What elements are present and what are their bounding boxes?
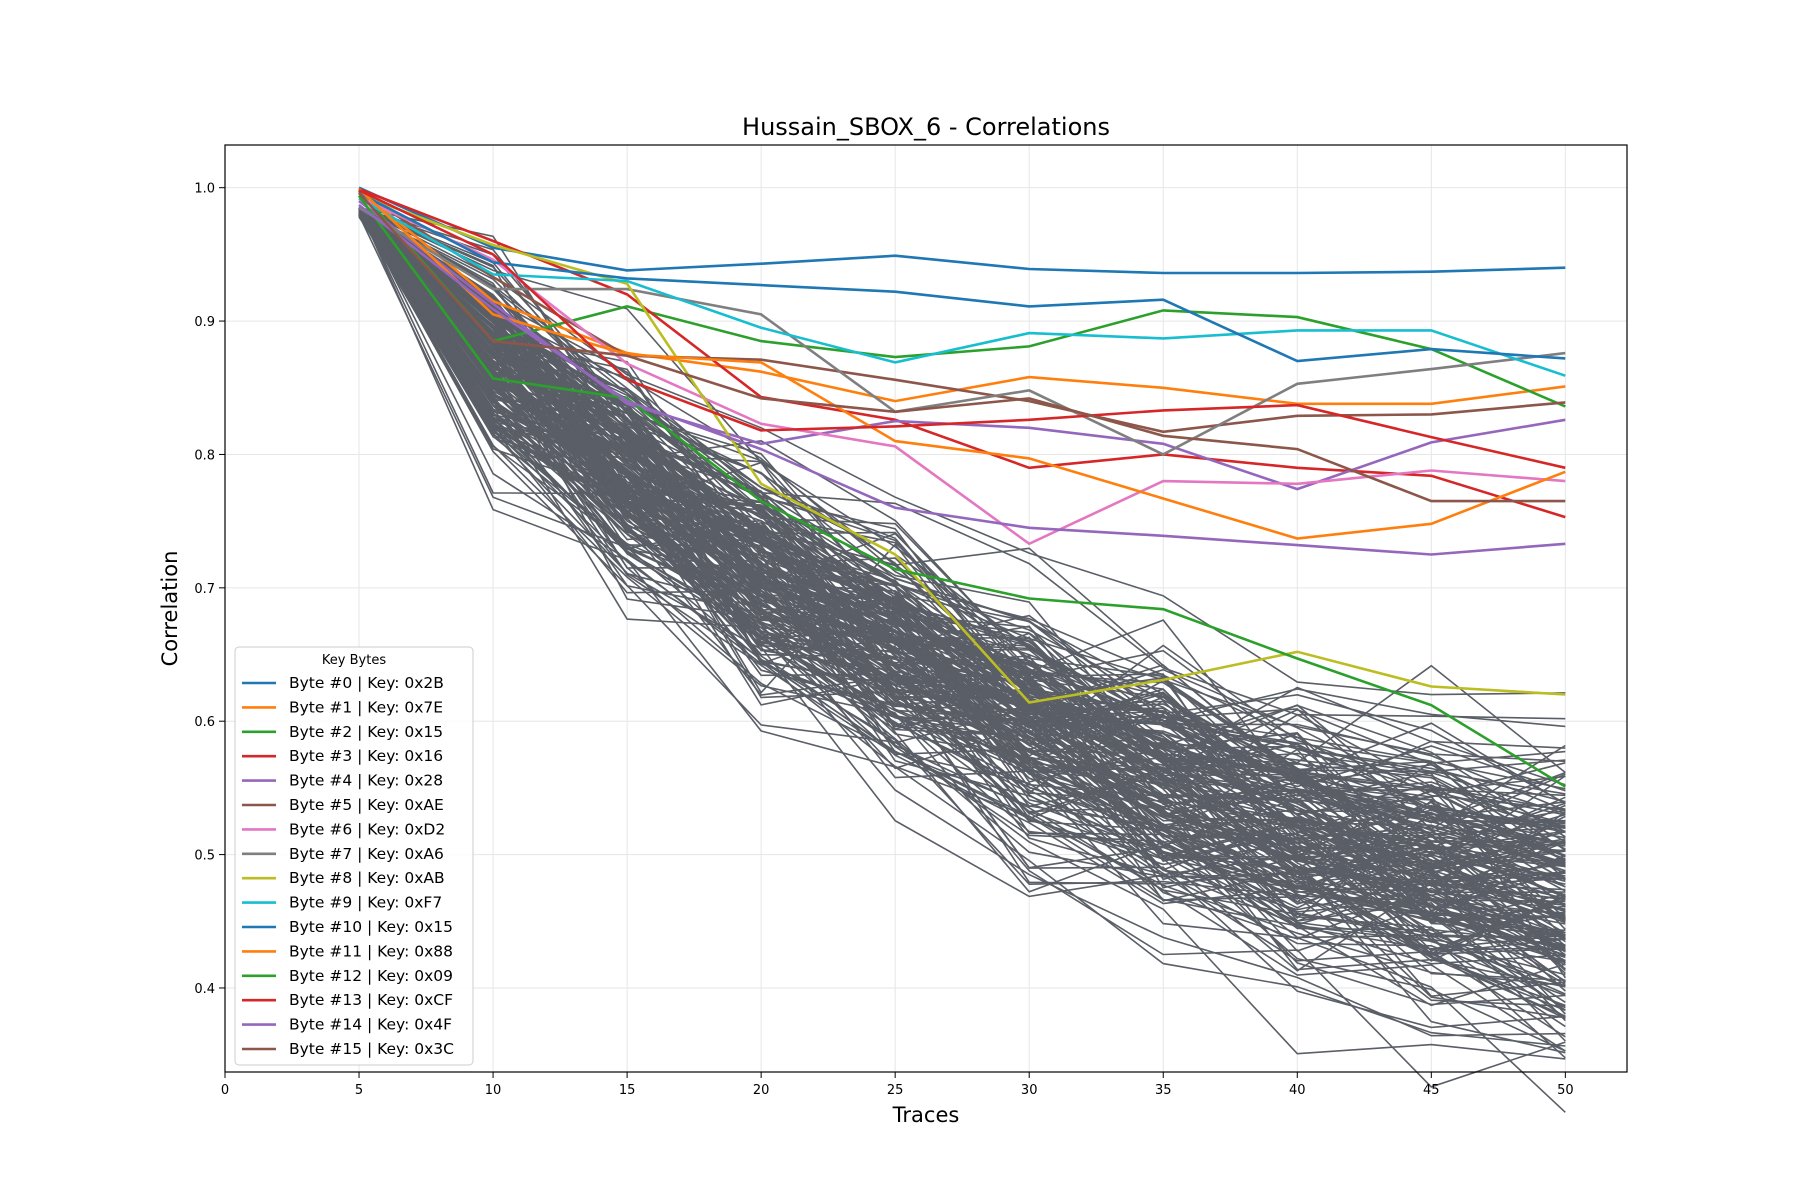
x-tick-label: 30 bbox=[1021, 1083, 1038, 1098]
background-series-line bbox=[358, 206, 1566, 696]
background-series-line bbox=[358, 214, 1566, 981]
background-series-line bbox=[358, 207, 1566, 937]
legend-label-byte-14: Byte #14 | Key: 0x4F bbox=[289, 1016, 452, 1034]
background-series-line bbox=[358, 207, 1566, 922]
y-tick-label: 0.6 bbox=[194, 715, 215, 730]
x-tick-label: 35 bbox=[1155, 1083, 1172, 1098]
background-series-line bbox=[358, 208, 1566, 880]
x-tick-label: 20 bbox=[753, 1083, 770, 1098]
legend-label-byte-12: Byte #12 | Key: 0x09 bbox=[289, 967, 453, 985]
legend-label-byte-10: Byte #10 | Key: 0x15 bbox=[289, 918, 453, 936]
legend-title: Key Bytes bbox=[322, 653, 386, 668]
legend-label-byte-11: Byte #11 | Key: 0x88 bbox=[289, 942, 453, 960]
background-series-line bbox=[358, 207, 1566, 962]
background-series-line bbox=[358, 207, 1566, 797]
series-line-byte-8 bbox=[358, 193, 1566, 704]
background-series-line bbox=[358, 207, 1566, 883]
background-series-line bbox=[358, 208, 1566, 763]
background-series-line bbox=[358, 207, 1566, 957]
background-series-line bbox=[358, 214, 1566, 939]
legend-box bbox=[234, 646, 474, 1066]
x-tick-label: 0 bbox=[221, 1083, 229, 1098]
legend-label-byte-1: Byte #1 | Key: 0x7E bbox=[289, 698, 443, 716]
series-line-byte-14 bbox=[358, 203, 1566, 556]
series-line-byte-3 bbox=[358, 187, 1566, 519]
legend: Key Bytes Byte #0 | Key: 0x2B Byte #1 | Ke… bbox=[234, 646, 474, 1066]
series-line-byte-13 bbox=[358, 189, 1566, 470]
series-line-byte-1 bbox=[358, 188, 1566, 406]
legend-label-byte-2: Byte #2 | Key: 0x15 bbox=[289, 723, 443, 741]
series-line-byte-15 bbox=[358, 192, 1566, 503]
series-line-byte-2 bbox=[358, 189, 1566, 408]
series-line-byte-10 bbox=[358, 191, 1566, 363]
background-series-line bbox=[358, 207, 1566, 1007]
legend-label-byte-0: Byte #0 | Key: 0x2B bbox=[289, 674, 444, 692]
legend-label-byte-13: Byte #13 | Key: 0xCF bbox=[289, 991, 453, 1009]
background-series-line bbox=[358, 213, 1566, 869]
background-series-line bbox=[358, 208, 1566, 764]
series-line-byte-12 bbox=[357, 194, 1566, 788]
series-line-byte-9 bbox=[358, 197, 1566, 377]
legend-label-byte-5: Byte #5 | Key: 0xAE bbox=[289, 796, 444, 814]
chart-title: Hussain_SBOX_6 - Correlations bbox=[742, 113, 1110, 141]
y-tick-label: 0.8 bbox=[194, 448, 215, 463]
axes: 0 5 10 15 20 25 30 35 40 45 50 0.4 0.5 0.6 0.7 0.8 0.9 1.… bbox=[194, 144, 1628, 1098]
background-series-line bbox=[358, 207, 1566, 986]
background-series-line bbox=[358, 207, 1566, 868]
legend-label-byte-6: Byte #6 | Key: 0xD2 bbox=[289, 820, 445, 838]
legend-label-byte-15: Byte #15 | Key: 0x3C bbox=[289, 1040, 454, 1058]
background-series-line bbox=[358, 207, 1566, 1113]
background-series-line bbox=[358, 207, 1566, 918]
x-tick-label: 25 bbox=[887, 1083, 904, 1098]
background-series-line bbox=[358, 207, 1566, 865]
legend-label-byte-4: Byte #4 | Key: 0x28 bbox=[289, 772, 443, 790]
y-tick-label: 0.7 bbox=[194, 582, 215, 597]
background-series-line bbox=[358, 207, 1566, 921]
background-series-line bbox=[358, 216, 1566, 951]
legend-label-byte-8: Byte #8 | Key: 0xAB bbox=[289, 869, 445, 887]
background-series-line bbox=[358, 207, 1566, 905]
series-line-byte-6 bbox=[358, 195, 1566, 546]
background-series-line bbox=[358, 207, 1566, 864]
y-tick-label: 0.9 bbox=[194, 315, 215, 330]
x-tick-label: 45 bbox=[1423, 1083, 1440, 1098]
background-series-line bbox=[358, 207, 1566, 943]
x-tick-label: 15 bbox=[619, 1083, 636, 1098]
x-tick-label: 10 bbox=[485, 1083, 502, 1098]
x-tick-label: 5 bbox=[355, 1083, 363, 1098]
plot-frame bbox=[224, 144, 1628, 1073]
y-tick-label: 1.0 bbox=[194, 182, 215, 197]
legend-label-byte-3: Byte #3 | Key: 0x16 bbox=[289, 747, 443, 765]
y-tick-label: 0.4 bbox=[194, 982, 215, 997]
background-series-line bbox=[358, 215, 1566, 952]
background-series-line bbox=[358, 206, 1566, 720]
x-tick-label: 50 bbox=[1557, 1083, 1574, 1098]
series-line-byte-0 bbox=[358, 186, 1566, 275]
background-series-group bbox=[358, 206, 1566, 1113]
y-tick-label: 0.5 bbox=[194, 849, 215, 864]
background-series-line bbox=[358, 207, 1566, 879]
series-line-byte-11 bbox=[358, 188, 1566, 540]
x-axis-label: Traces bbox=[892, 1103, 960, 1127]
background-series-line bbox=[358, 207, 1566, 867]
series-line-byte-7 bbox=[358, 206, 1566, 456]
legend-label-byte-9: Byte #9 | Key: 0xF7 bbox=[289, 894, 442, 912]
legend-label-byte-7: Byte #7 | Key: 0xA6 bbox=[289, 845, 444, 863]
background-series-line bbox=[358, 207, 1566, 764]
background-series-line bbox=[358, 207, 1566, 857]
background-series-line bbox=[358, 209, 1566, 988]
y-axis-label: Correlation bbox=[158, 551, 182, 667]
background-series-line bbox=[358, 208, 1566, 964]
background-series-line bbox=[358, 215, 1566, 979]
key-byte-series-group bbox=[357, 186, 1566, 788]
x-tick-label: 40 bbox=[1289, 1083, 1306, 1098]
background-series-line bbox=[358, 207, 1566, 1038]
background-series-line bbox=[358, 207, 1566, 897]
